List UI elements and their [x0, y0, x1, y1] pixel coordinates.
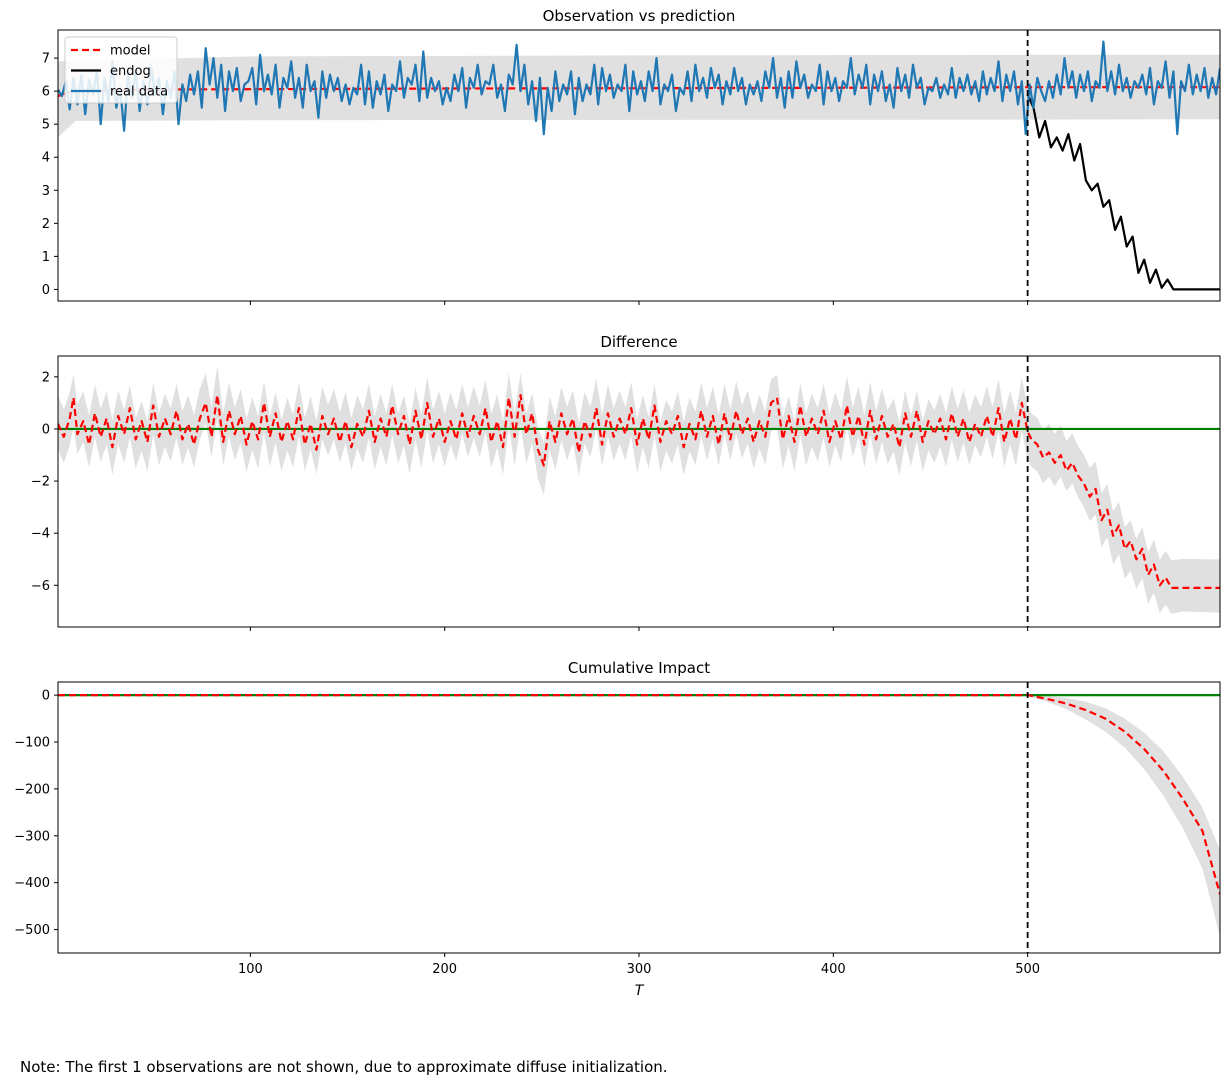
- axes-frame: [57, 681, 1221, 954]
- x-axis-label: T: [635, 983, 645, 999]
- legend-label-model: model: [110, 44, 150, 59]
- y-tick-label: 0: [42, 422, 50, 437]
- y-tick-label: −100: [14, 736, 50, 751]
- y-tick-label: −200: [14, 782, 50, 797]
- x-tick-label: 500: [1015, 962, 1040, 977]
- y-tick-label: 4: [42, 151, 50, 166]
- panel-title: Observation vs prediction: [543, 7, 736, 25]
- panel-1: Observation vs prediction 0 1 2 3 4 5 6 7 model en…: [42, 7, 1221, 305]
- x-tick-label: 300: [627, 962, 652, 977]
- y-tick-label: 2: [42, 370, 50, 385]
- y-tick-label: −300: [14, 829, 50, 844]
- panel-title: Cumulative Impact: [568, 659, 710, 677]
- legend-box: [64, 36, 178, 104]
- y-tick-label: −2: [31, 475, 50, 490]
- legend-label-real-data: real data: [110, 85, 168, 100]
- y-tick-label: 1: [42, 250, 50, 265]
- y-tick-label: −400: [14, 876, 50, 891]
- series-real-data-line: [58, 40, 1220, 136]
- confidence-band: [58, 54, 1220, 138]
- plot-area: [58, 365, 1220, 614]
- panel-3: Cumulative Impact −500 −400 −300 −200 −100 0 10…: [14, 659, 1221, 999]
- legend: model endog real data: [64, 36, 178, 104]
- y-tick-label: 2: [42, 217, 50, 232]
- y-tick-label: −4: [31, 527, 50, 542]
- y-tick-label: −500: [14, 923, 50, 938]
- x-tick-label: 100: [238, 962, 263, 977]
- series-line-line: [58, 694, 1220, 895]
- plot-area: [58, 694, 1220, 937]
- series-endog-line: [1026, 93, 1220, 291]
- confidence-band: [58, 694, 1220, 937]
- legend-label-endog: endog: [110, 64, 151, 79]
- plot-area: [58, 40, 1220, 291]
- y-tick-label: 5: [42, 118, 50, 133]
- y-tick-label: −6: [31, 579, 50, 594]
- footnote: Note: The first 1 observations are not s…: [20, 1058, 668, 1076]
- y-tick-label: 3: [42, 184, 50, 199]
- panel-2: Difference −6 −4 −2 0 2: [31, 333, 1221, 631]
- y-tick-label: 7: [42, 52, 50, 67]
- series-line-line: [58, 394, 1220, 589]
- figure: Observation vs prediction 0 1 2 3 4 5 6 7 model en…: [14, 7, 1221, 999]
- y-tick-label: 6: [42, 85, 50, 100]
- y-tick-label: 0: [42, 283, 50, 298]
- x-tick-label: 200: [432, 962, 457, 977]
- y-tick-label: 0: [42, 689, 50, 704]
- x-tick-label: 400: [821, 962, 846, 977]
- panel-title: Difference: [600, 333, 677, 351]
- confidence-band: [58, 365, 1220, 614]
